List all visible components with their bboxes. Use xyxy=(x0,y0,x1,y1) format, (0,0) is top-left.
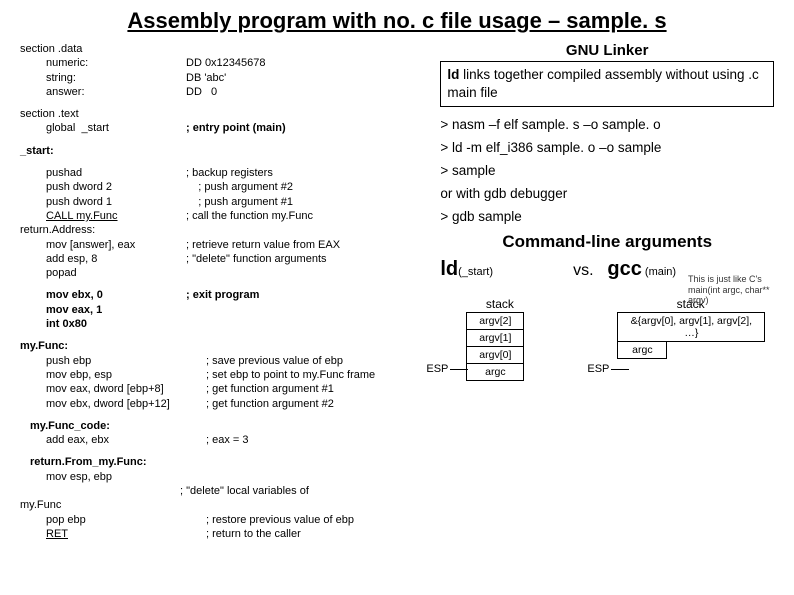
comment: ; restore previous value of ebp xyxy=(206,513,420,527)
stack-cell: argv[0] xyxy=(466,346,524,364)
instr: DB 'abc' xyxy=(186,71,420,85)
ld-stack: argv[2] argv[1] argv[0] argc xyxy=(466,312,524,381)
comment: ; entry point (main) xyxy=(186,121,420,135)
gcc-column: gcc (main) This is just like C's main(in… xyxy=(607,258,774,381)
comment: ; backup registers xyxy=(186,166,420,180)
comment: ; get function argument #1 xyxy=(206,382,420,396)
cmd-sample: > sample xyxy=(440,163,774,178)
label: answer: xyxy=(20,85,186,99)
label: numeric: xyxy=(20,56,186,70)
gcc-head: gcc xyxy=(607,258,641,280)
instr: mov eax, 1 xyxy=(20,303,186,317)
ld-head: ld xyxy=(440,258,458,280)
esp-pointer: ESP xyxy=(426,363,468,375)
gcc-stack: &{argv[0], argv[1], argv[2], …} argc xyxy=(617,312,765,359)
start-label: _start: xyxy=(20,144,420,158)
linker-box: ld links together compiled assembly with… xyxy=(440,61,774,107)
instr-call: CALL my.Func xyxy=(20,209,186,223)
section-text: section .text xyxy=(20,107,420,121)
section-data: section .data xyxy=(20,42,420,56)
instr: push ebp xyxy=(20,354,206,368)
return-label: return.From_my.Func: xyxy=(20,455,190,469)
instr: push dword 2 xyxy=(20,180,186,194)
instr: popad xyxy=(20,266,186,280)
stack-diagram: ld(_start) stack argv[2] argv[1] argv[0]… xyxy=(440,258,774,381)
esp-pointer: ESP xyxy=(587,363,629,375)
instr: add eax, ebx xyxy=(20,433,206,447)
right-panel: GNU Linker ld links together compiled as… xyxy=(440,42,774,541)
instr-ret: RET xyxy=(20,527,206,541)
instr: DD 0 xyxy=(186,85,420,99)
instr: pop ebp xyxy=(20,513,206,527)
linker-title: GNU Linker xyxy=(440,42,774,59)
cmdline-args-title: Command-line arguments xyxy=(440,232,774,252)
cmd-ld: > ld -m elf_i386 sample. o –o sample xyxy=(440,140,774,155)
comment: ; call the function my.Func xyxy=(186,209,420,223)
comment: ; "delete" local variables of xyxy=(180,484,420,498)
ld-word: ld xyxy=(447,67,459,82)
stack-cell: &{argv[0], argv[1], argv[2], …} xyxy=(617,312,765,342)
assembly-code: section .data numeric:DD 0x12345678 stri… xyxy=(20,42,420,541)
cmd-nasm: > nasm –f elf sample. s –o sample. o xyxy=(440,117,774,132)
instr: mov [answer], eax xyxy=(20,238,186,252)
instr: global _start xyxy=(20,121,186,135)
return-address-label: return.Address: xyxy=(20,223,420,237)
instr: mov ebx, 0 xyxy=(20,288,186,302)
instr: int 0x80 xyxy=(20,317,186,331)
instr: mov eax, dword [ebp+8] xyxy=(20,382,206,396)
instr: mov esp, ebp xyxy=(20,470,206,484)
comment: ; get function argument #2 xyxy=(206,397,420,411)
comment: ; set ebp to point to my.Func frame xyxy=(206,368,420,382)
instr: mov ebp, esp xyxy=(20,368,206,382)
myfunc-label: my.Func: xyxy=(20,339,420,353)
instr: DD 0x12345678 xyxy=(186,56,420,70)
stack-cell: argc xyxy=(466,363,524,381)
stack-cell: argc xyxy=(617,341,667,359)
comment: ; save previous value of ebp xyxy=(206,354,420,368)
cmd-gdb-note: or with gdb debugger xyxy=(440,186,774,201)
comment: ; retrieve return value from EAX xyxy=(186,238,420,252)
instr: add esp, 8 xyxy=(20,252,186,266)
comment: ; eax = 3 xyxy=(206,433,420,447)
stack-cell: argv[2] xyxy=(466,312,524,330)
stack-cell: argv[1] xyxy=(466,329,524,347)
ld-sub: (_start) xyxy=(458,266,493,278)
gcc-note: This is just like C's main(int argc, cha… xyxy=(688,274,778,305)
instr: pushad xyxy=(20,166,186,180)
comment: ; push argument #2 xyxy=(186,180,420,194)
comment: ; return to the caller xyxy=(206,527,420,541)
comment: ; exit program xyxy=(186,288,420,302)
code-label: my.Func_code: xyxy=(20,419,190,433)
comment xyxy=(186,266,420,280)
stack-label: stack xyxy=(440,297,559,311)
page-title: Assembly program with no. c file usage –… xyxy=(20,8,774,34)
instr: mov ebx, dword [ebp+12] xyxy=(20,397,206,411)
gcc-sub: (main) xyxy=(645,266,676,278)
ld-column: ld(_start) stack argv[2] argv[1] argv[0]… xyxy=(440,258,559,381)
box-rest: links together compiled assembly without… xyxy=(447,67,758,100)
label: string: xyxy=(20,71,186,85)
instr: push dword 1 xyxy=(20,195,186,209)
comment: ; push argument #1 xyxy=(186,195,420,209)
comment: ; "delete" function arguments xyxy=(186,252,420,266)
main-content: section .data numeric:DD 0x12345678 stri… xyxy=(20,42,774,541)
myfunc-text: my.Func xyxy=(20,498,420,512)
cmd-gdb: > gdb sample xyxy=(440,209,774,224)
